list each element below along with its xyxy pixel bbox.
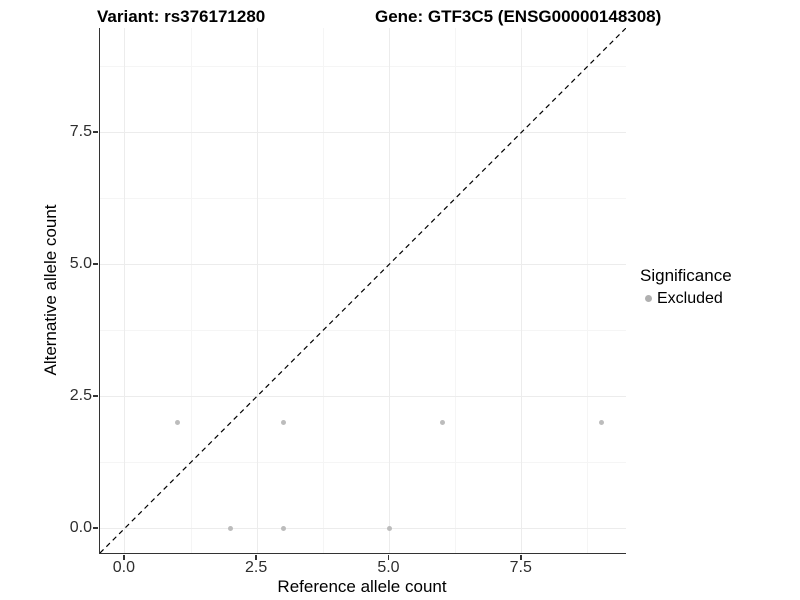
x-axis-title: Reference allele count	[277, 577, 447, 596]
y-tick-label: 7.5	[69, 123, 92, 141]
gridline-major-h	[100, 527, 626, 529]
y-tick-label: 5.0	[69, 255, 92, 273]
gridline-major-v	[388, 28, 390, 553]
x-tick-mark	[123, 555, 125, 560]
y-axis-title: Alternative allele count	[41, 204, 60, 376]
gridline-minor-v	[322, 28, 324, 553]
x-tick-mark	[255, 555, 257, 560]
x-tick-label: 5.0	[377, 559, 400, 576]
y-tick-mark	[93, 527, 98, 529]
gridline-minor-v	[587, 28, 589, 553]
legend-title: Significance	[640, 266, 732, 285]
y-tick-mark	[93, 395, 98, 397]
identity-reference-line	[100, 28, 626, 553]
x-tick-label: 7.5	[509, 559, 532, 576]
legend-item-label: Excluded	[657, 290, 723, 307]
data-point	[598, 420, 604, 426]
x-tick-mark	[387, 555, 390, 560]
data-point	[228, 525, 234, 531]
gridline-minor-h	[100, 65, 626, 67]
gridline-major-v	[521, 28, 523, 553]
legend-point-icon	[645, 295, 652, 302]
x-tick-label: 0.0	[112, 559, 135, 576]
data-point	[439, 420, 445, 426]
data-point	[175, 420, 181, 426]
x-tick-label: 2.5	[245, 559, 268, 576]
data-point	[281, 420, 287, 426]
gridline-major-v	[256, 28, 258, 553]
legend-item: Excluded	[640, 290, 732, 307]
gridline-major-h	[100, 263, 626, 265]
data-point	[281, 525, 287, 531]
gridline-minor-v	[455, 28, 457, 553]
x-tick-mark	[520, 555, 522, 560]
gene-title: Gene: GTF3C5 (ENSG00000148308)	[375, 7, 662, 26]
y-tick-label: 2.5	[69, 387, 92, 405]
y-tick-mark	[93, 131, 98, 133]
gridline-major-h	[100, 395, 626, 397]
legend: Significance Excluded	[640, 266, 732, 307]
y-tick-label: 0.0	[69, 519, 92, 537]
gridline-minor-h	[100, 197, 626, 199]
data-point	[386, 525, 392, 531]
gridline-major-v	[124, 28, 126, 553]
gridline-major-h	[100, 131, 626, 133]
gridline-minor-h	[100, 329, 626, 331]
variant-title: Variant: rs376171280	[97, 7, 266, 26]
gridline-minor-h	[100, 461, 626, 463]
y-tick-mark	[93, 263, 98, 265]
gridline-minor-v	[190, 28, 192, 553]
plot-panel	[99, 28, 626, 554]
